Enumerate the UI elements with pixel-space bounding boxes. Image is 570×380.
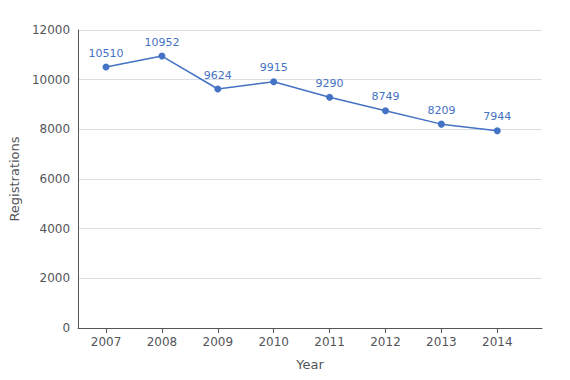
svg-text:4000: 4000 [40,222,71,236]
svg-text:9915: 9915 [260,61,288,74]
svg-text:Year: Year [295,357,324,372]
svg-text:7944: 7944 [483,110,511,123]
svg-text:2008: 2008 [147,335,178,349]
svg-text:10510: 10510 [89,47,124,60]
svg-text:6000: 6000 [40,172,71,186]
svg-text:10000: 10000 [32,73,70,87]
svg-text:2014: 2014 [482,335,513,349]
svg-text:8209: 8209 [427,104,455,117]
svg-text:8000: 8000 [40,122,71,136]
svg-text:2012: 2012 [370,335,401,349]
svg-text:0: 0 [62,321,70,335]
svg-text:10952: 10952 [144,36,179,49]
svg-text:2000: 2000 [40,271,71,285]
svg-text:2013: 2013 [426,335,457,349]
svg-text:Registrations: Registrations [7,136,22,221]
svg-text:2011: 2011 [314,335,345,349]
svg-text:8749: 8749 [371,90,399,103]
svg-text:9624: 9624 [204,69,232,82]
svg-text:12000: 12000 [32,23,70,37]
svg-text:2009: 2009 [203,335,234,349]
svg-text:2007: 2007 [91,335,122,349]
svg-text:9290: 9290 [316,77,344,90]
svg-text:2010: 2010 [258,335,289,349]
